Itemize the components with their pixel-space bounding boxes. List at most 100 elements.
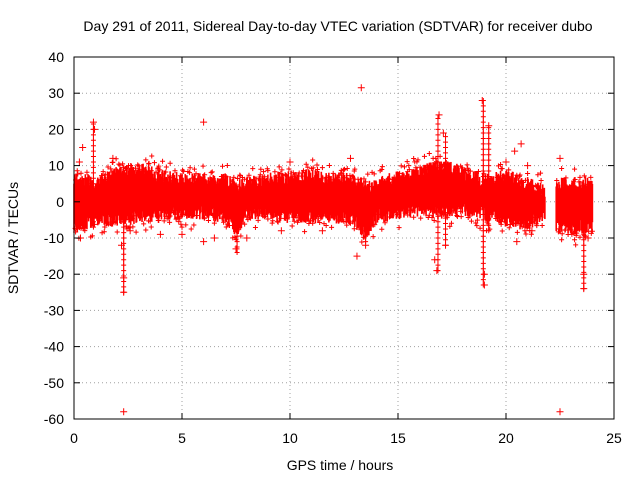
data-point	[194, 212, 200, 218]
data-point	[108, 166, 114, 172]
y-tick-label: 0	[56, 194, 64, 210]
y-axis-label: SDTVAR / TECUs	[5, 182, 21, 294]
x-tick-label: 0	[70, 430, 78, 446]
data-point	[161, 218, 167, 224]
data-point	[200, 118, 208, 126]
data-point	[486, 217, 492, 223]
data-point	[344, 222, 350, 228]
data-point	[172, 168, 178, 174]
data-point	[435, 181, 441, 187]
data-point	[151, 160, 157, 166]
data-point	[486, 211, 492, 217]
data-point	[480, 125, 486, 131]
data-point	[314, 162, 320, 168]
data-point	[89, 118, 97, 126]
data-point	[411, 156, 417, 162]
data-point	[342, 166, 348, 172]
data-point	[435, 116, 441, 122]
data-point	[149, 153, 155, 159]
data-point	[329, 224, 335, 230]
data-point	[89, 233, 95, 239]
data-point	[183, 222, 189, 228]
data-point	[443, 172, 449, 178]
data-point	[363, 233, 369, 239]
data-point	[344, 166, 350, 172]
data-point	[474, 223, 480, 229]
data-point	[310, 157, 316, 163]
data-point	[480, 270, 488, 278]
data-point	[467, 168, 473, 174]
data-point	[90, 213, 96, 219]
data-point	[572, 237, 578, 243]
data-point	[535, 172, 541, 178]
x-tick-label: 15	[390, 430, 406, 446]
data-point	[237, 172, 243, 178]
data-point	[480, 201, 486, 207]
data-point	[269, 220, 275, 226]
data-point	[480, 157, 486, 163]
data-point	[120, 274, 128, 282]
data-point	[480, 130, 486, 136]
data-point	[90, 208, 96, 214]
data-point	[232, 245, 240, 253]
data-point	[581, 259, 587, 265]
data-point	[121, 181, 127, 187]
data-point	[278, 215, 284, 221]
data-point	[362, 241, 370, 249]
data-point	[429, 215, 435, 221]
data-point	[90, 224, 96, 230]
data-point	[556, 408, 564, 416]
data-point	[581, 253, 587, 259]
data-point	[443, 199, 449, 205]
data-point	[486, 168, 492, 174]
data-point	[511, 147, 519, 155]
data-point	[480, 222, 486, 228]
data-point	[105, 164, 111, 170]
data-point	[435, 251, 441, 257]
data-point	[435, 213, 441, 219]
data-point	[114, 229, 120, 235]
data-point	[91, 125, 99, 133]
data-point	[133, 229, 139, 235]
data-point	[130, 224, 136, 230]
data-point	[486, 184, 492, 190]
data-point	[502, 158, 510, 166]
data-point	[415, 157, 421, 163]
grid	[74, 57, 614, 419]
data-point	[581, 248, 587, 254]
data-point	[258, 166, 264, 172]
data-point	[289, 223, 295, 229]
data-point	[525, 171, 531, 177]
data-point	[187, 165, 193, 171]
data-point	[352, 166, 358, 172]
data-point	[480, 266, 486, 272]
data-point	[74, 168, 80, 174]
data-point	[513, 238, 521, 246]
data-point	[580, 270, 588, 278]
data-point	[435, 175, 441, 181]
data-point	[435, 111, 443, 119]
data-point	[123, 223, 129, 229]
data-point	[406, 167, 412, 173]
data-point	[234, 201, 240, 207]
data-point	[435, 148, 441, 154]
data-point	[581, 231, 587, 237]
data-point	[121, 251, 127, 257]
data-point	[245, 217, 251, 223]
data-point	[435, 192, 441, 198]
data-point	[363, 201, 369, 207]
data-point	[173, 216, 179, 222]
data-point	[435, 154, 441, 160]
data-point	[157, 167, 163, 173]
data-point	[208, 170, 214, 176]
data-point	[96, 218, 102, 224]
data-point	[480, 260, 486, 266]
data-point	[581, 173, 587, 179]
y-tick-label: -50	[44, 375, 64, 391]
data-point	[426, 151, 432, 157]
data-point	[234, 228, 240, 234]
data-point	[481, 171, 487, 177]
data-point	[480, 255, 486, 261]
data-point	[522, 228, 528, 234]
data-point	[396, 225, 402, 231]
